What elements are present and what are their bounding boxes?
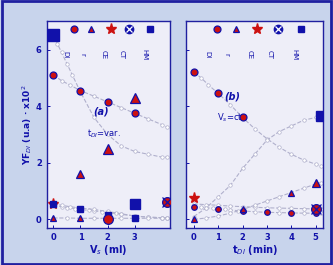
Text: r: r <box>79 53 85 56</box>
Text: V$_s$=ct.: V$_s$=ct. <box>216 111 244 124</box>
Text: CE: CE <box>246 50 252 59</box>
Text: DI: DI <box>62 51 68 58</box>
Text: DI: DI <box>204 51 210 58</box>
Text: r: r <box>223 53 229 56</box>
X-axis label: V$_s$ (ml): V$_s$ (ml) <box>89 243 128 257</box>
Text: (a): (a) <box>94 106 109 116</box>
Text: CT: CT <box>119 50 125 59</box>
Y-axis label: YF$_{DI}$ (u.a) · x10$^2$: YF$_{DI}$ (u.a) · x10$^2$ <box>21 84 35 165</box>
Text: t$_{DI}$=var.: t$_{DI}$=var. <box>87 128 121 140</box>
Text: (b): (b) <box>225 92 241 102</box>
Text: CE: CE <box>100 50 106 59</box>
Text: HM: HM <box>141 49 147 60</box>
Text: CT: CT <box>267 50 273 59</box>
X-axis label: t$_{DI}$ (min): t$_{DI}$ (min) <box>232 243 278 257</box>
Text: HM: HM <box>291 49 297 60</box>
